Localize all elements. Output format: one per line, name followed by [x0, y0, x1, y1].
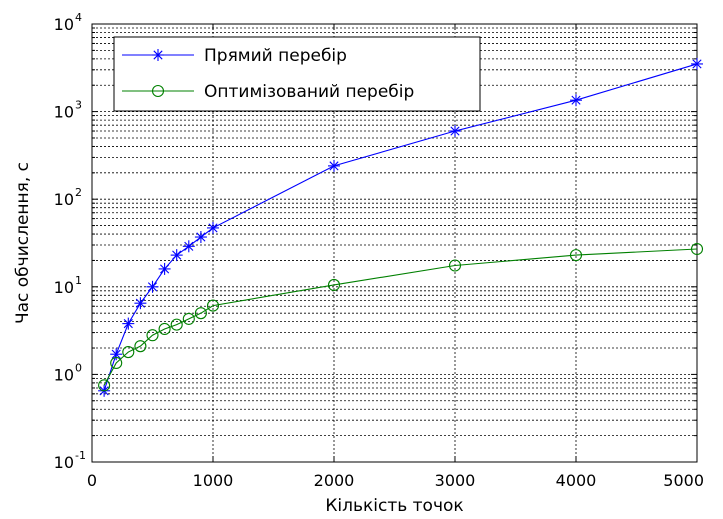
x-tick-label: 1000 [193, 471, 234, 490]
data-point [570, 94, 582, 107]
data-point [448, 259, 462, 272]
asterisk-stroke [172, 250, 182, 260]
legend-entry: Прямий перебір [122, 46, 347, 66]
asterisk-stroke [184, 241, 194, 251]
y-tick-label: 10 2 [54, 186, 82, 209]
y-tick-label-exponent: 1 [75, 274, 82, 287]
y-tick-label-base: 10 [54, 103, 74, 122]
data-point [158, 262, 171, 275]
data-point [182, 240, 195, 253]
asterisk-stroke [571, 95, 581, 105]
data-point [146, 280, 159, 293]
asterisk-stroke [450, 126, 460, 136]
y-tick-label-exponent: -1 [75, 449, 86, 462]
data-point [170, 318, 183, 331]
data-point [207, 221, 219, 234]
asterisk-stroke [160, 264, 170, 274]
x-tick-label: 5000 [663, 471, 704, 490]
x-axis-label: Кількість точок [325, 496, 463, 516]
data-point [206, 299, 220, 312]
y-tick-label-exponent: 0 [75, 361, 82, 374]
data-point [110, 356, 123, 370]
asterisk-stroke [135, 298, 145, 308]
x-tick-label: 3000 [435, 471, 476, 490]
x-tick-label: 2000 [314, 471, 355, 490]
data-point [146, 329, 159, 342]
asterisk-stroke [208, 223, 218, 233]
data-point [122, 317, 135, 330]
legend-marker [151, 84, 165, 98]
legend-label: Прямий перебір [204, 46, 347, 66]
legend-box [113, 36, 481, 112]
series-2 [98, 242, 704, 392]
series-line [103, 248, 698, 386]
data-point [158, 322, 171, 336]
x-tick-label: 0 [87, 471, 97, 490]
series-line [103, 63, 698, 391]
x-tick-label: 4000 [556, 471, 597, 490]
y-axis-label: Час обчислення, с [13, 162, 33, 324]
data-point [328, 159, 340, 172]
y-tick-label: 10 1 [54, 274, 82, 297]
data-point [690, 242, 704, 256]
series [98, 57, 704, 397]
legend-label: Оптимізований перебір [204, 82, 414, 102]
asterisk-stroke [692, 59, 702, 69]
y-tick-label-base: 10 [54, 278, 74, 297]
y-tick-label-base: 10 [54, 15, 74, 34]
data-point [98, 379, 111, 392]
data-point [170, 249, 183, 262]
y-tick-label: 10 0 [54, 361, 82, 384]
y-tick-label-exponent: 2 [75, 186, 82, 199]
data-point [122, 345, 135, 359]
asterisk-stroke [196, 232, 206, 242]
data-point [449, 125, 461, 138]
y-tick-label-exponent: 4 [75, 11, 82, 24]
asterisk-stroke [147, 282, 158, 292]
legend-marker [152, 49, 164, 61]
y-tick-label: 10 -1 [54, 449, 86, 472]
y-tick-label: 10 3 [54, 99, 82, 122]
asterisk-stroke [111, 349, 121, 359]
y-tick-label-base: 10 [54, 365, 74, 384]
legend-entry: Оптимізований перебір [122, 82, 414, 102]
data-point [691, 57, 703, 70]
data-point [569, 249, 583, 262]
data-point [327, 278, 341, 291]
legend: Прямий перебір Оптимізований перебір [113, 36, 481, 112]
data-point [110, 348, 123, 361]
tick-labels: 10 -110 010 110 210 310 40 1000 2000 3000 4000 5000 [54, 11, 704, 490]
y-tick-label: 10 4 [54, 11, 82, 34]
data-point [134, 340, 147, 353]
data-point [134, 297, 147, 310]
data-point [194, 231, 207, 244]
y-tick-label-exponent: 3 [75, 99, 82, 112]
asterisk-stroke [153, 50, 163, 60]
asterisk-stroke [123, 319, 133, 329]
y-tick-label-base: 10 [54, 190, 74, 209]
data-point [194, 307, 207, 320]
data-point [182, 312, 195, 325]
y-tick-label-base: 10 [54, 453, 74, 472]
asterisk-stroke [329, 161, 339, 171]
